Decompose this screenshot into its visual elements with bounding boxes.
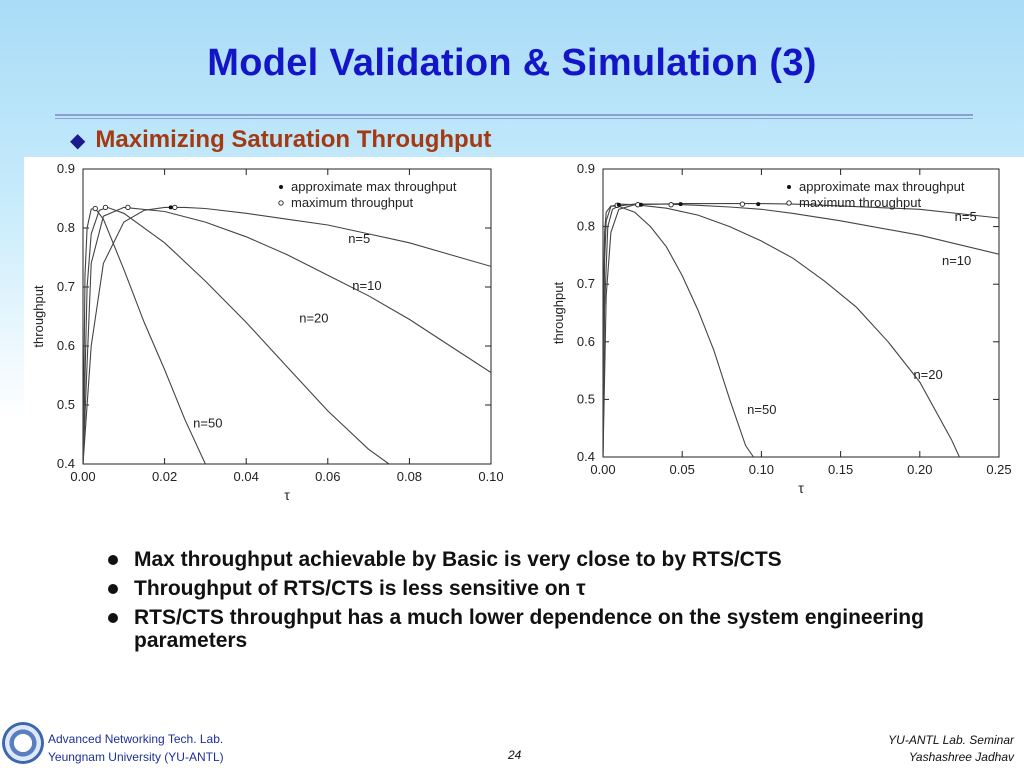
title-divider-bottom	[55, 118, 973, 119]
series-annotation: n=20	[299, 310, 328, 325]
y-tick-label: 0.5	[57, 397, 75, 412]
subtitle-text: Maximizing Saturation Throughput	[95, 126, 492, 153]
legend-max-icon	[278, 200, 284, 206]
max-throughput-marker	[102, 204, 109, 210]
x-tick-label: 0.02	[152, 469, 177, 484]
x-axis-label: τ	[284, 487, 290, 503]
university-logo-icon	[2, 722, 44, 764]
series-annotation: n=10	[352, 278, 381, 293]
legend-max-icon	[786, 200, 792, 206]
y-tick-label: 0.4	[577, 449, 595, 464]
slide-title: Model Validation & Simulation (3)	[207, 42, 817, 84]
x-tick-label: 0.05	[670, 462, 695, 477]
throughput-chart-rtscts: 0.00 0.05 0.10 0.15 0.20 0.25 0.4 0.5 0.6 0.7 0.8 0…	[551, 161, 1012, 496]
series-line-n50	[83, 207, 206, 464]
x-tick-label: 0.04	[234, 469, 259, 484]
max-throughput-marker	[92, 205, 98, 212]
figure-panel	[24, 157, 1024, 511]
y-tick-label: 0.6	[577, 334, 595, 349]
footer-lab-info: Advanced Networking Tech. Lab. Yeungnam …	[48, 730, 224, 766]
legend-approx-icon	[787, 185, 791, 189]
legend-approx-label: approximate max throughput	[799, 179, 965, 194]
bullet-item: Max throughput achievable by Basic is ve…	[108, 548, 988, 571]
series-annotation: n=50	[747, 402, 776, 417]
bullet-list: Max throughput achievable by Basic is ve…	[108, 548, 988, 658]
legend-max-label: maximum throughput	[799, 195, 921, 210]
approx-max-throughput-marker	[756, 202, 761, 207]
x-tick-label: 0.10	[478, 469, 503, 484]
y-tick-label: 0.4	[57, 456, 75, 471]
series-annotation: n=10	[942, 253, 971, 268]
footer-seminar: YU-ANTL Lab. Seminar	[888, 733, 1014, 747]
x-tick-label: 0.10	[749, 462, 774, 477]
series-line-n5	[603, 203, 999, 457]
series-line-n20	[603, 203, 960, 457]
x-axis-label: τ	[798, 480, 804, 496]
legend-approx-label: approximate max throughput	[291, 179, 457, 194]
plot-frame	[602, 168, 1000, 458]
x-tick-label: 0.15	[828, 462, 853, 477]
approx-max-throughput-marker	[616, 202, 621, 207]
series-annotation: n=5	[348, 231, 370, 246]
title-divider-top	[55, 114, 973, 116]
series-line-n20	[83, 206, 390, 464]
y-tick-label: 0.5	[577, 391, 595, 406]
y-tick-label: 0.6	[57, 338, 75, 353]
max-throughput-marker	[125, 204, 131, 210]
x-tick-label: 0.00	[70, 469, 95, 484]
footer-university: Yeungnam University (YU-ANTL)	[48, 750, 224, 764]
bullet-item: RTS/CTS throughput has a much lower depe…	[108, 606, 988, 652]
y-tick-label: 0.7	[57, 279, 75, 294]
bullet-item: Throughput of RTS/CTS is less sensitive …	[108, 577, 988, 600]
y-tick-label: 0.8	[577, 219, 595, 234]
series-annotation: n=5	[955, 209, 977, 224]
max-throughput-marker	[172, 204, 178, 210]
x-tick-label: 0.08	[397, 469, 422, 484]
approx-max-throughput-marker	[168, 205, 173, 210]
series-line-n5	[83, 206, 491, 464]
footer-author: Yashashree Jadhav	[908, 750, 1014, 764]
footer-seminar-info: YU-ANTL Lab. Seminar Yashashree Jadhav	[888, 732, 1014, 766]
x-tick-label: 0.25	[986, 462, 1011, 477]
legend-approx-icon	[279, 185, 283, 189]
legend-max-label: maximum throughput	[291, 195, 413, 210]
x-tick-label: 0.00	[590, 462, 615, 477]
y-axis-label: throughput	[31, 285, 46, 348]
approx-max-throughput-marker	[639, 202, 644, 207]
y-tick-label: 0.7	[577, 276, 595, 291]
throughput-chart-basic: 0.00 0.02 0.04 0.06 0.08 0.10 0.4 0.5 0.6 0.7 0.8 0…	[31, 161, 504, 503]
diamond-bullet-icon: ◆	[70, 130, 86, 152]
y-tick-label: 0.9	[577, 161, 595, 176]
y-tick-label: 0.9	[57, 161, 75, 176]
series-line-n50	[603, 205, 754, 457]
x-tick-label: 0.06	[315, 469, 340, 484]
max-throughput-marker	[668, 202, 674, 208]
max-throughput-marker	[739, 201, 746, 207]
x-tick-label: 0.20	[907, 462, 932, 477]
plot-frame	[82, 168, 492, 465]
series-line-n10	[83, 206, 491, 464]
page-number: 24	[508, 748, 522, 762]
footer-lab-name: Advanced Networking Tech. Lab.	[48, 732, 224, 746]
series-annotation: n=50	[193, 415, 222, 430]
slide-subtitle: ◆ Maximizing Saturation Throughput	[70, 126, 491, 154]
y-tick-label: 0.8	[57, 220, 75, 235]
approx-max-throughput-marker	[678, 202, 683, 207]
y-axis-label: throughput	[551, 282, 566, 345]
series-annotation: n=20	[913, 367, 942, 382]
